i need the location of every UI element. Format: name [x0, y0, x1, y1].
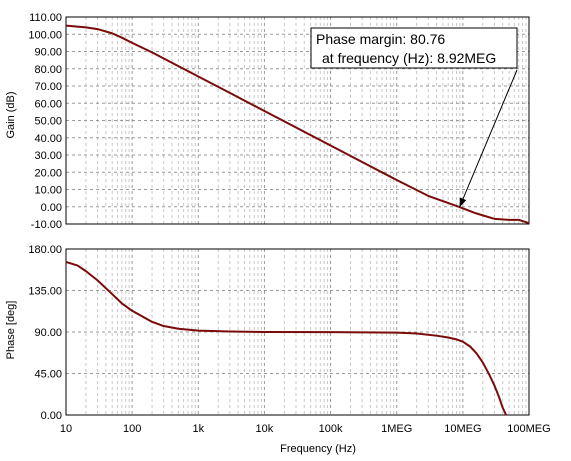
phase-y-tick-label: 0.00: [41, 410, 62, 422]
phase-plot-frame: [65, 248, 530, 416]
gain-series-line: [65, 24, 530, 225]
gain-y-tick-label: 50.00: [34, 116, 62, 128]
phase-y-tick-label: 90.00: [34, 327, 62, 339]
phase-series-line: [65, 260, 507, 416]
frequency-tick-label: 100MEG: [507, 423, 550, 435]
frequency-tick-label: 10: [60, 423, 72, 435]
frequency-tick-label: 10MEG: [444, 423, 481, 435]
frequency-tick-label: 100k: [319, 423, 343, 435]
gain-y-tick-label: 110.00: [29, 12, 62, 24]
phase-y-tick-label: 180.00: [28, 244, 62, 256]
phase-y-tick-label: 135.00: [28, 286, 62, 298]
gain-y-tick-label: 20.00: [34, 167, 62, 179]
gain-y-tick-label: 70.00: [34, 81, 62, 93]
frequency-tick-label: 10k: [256, 423, 274, 435]
gain-axis-label: Gain (dB): [5, 91, 17, 138]
gain-y-tick-label: 90.00: [34, 47, 62, 59]
phase-axis-label: Phase [deg]: [5, 301, 17, 360]
gain-y-tick-label: 30.00: [34, 150, 62, 162]
frequency-tick-label: 1k: [192, 423, 204, 435]
annotation-line-frequency: at frequency (Hz): 8.92MEG: [322, 50, 496, 66]
annotation-arrow: [459, 69, 518, 208]
annotation-arrowhead: [459, 197, 467, 208]
gain-y-tick-label: 40.00: [34, 133, 62, 145]
gain-plot-frame: [65, 16, 530, 225]
gain-y-tick-label: 0.00: [41, 202, 62, 214]
gain-y-tick-label: -10.00: [31, 219, 62, 231]
gain-y-tick-label: 10.00: [34, 185, 62, 197]
annotation-box: [310, 27, 518, 69]
frequency-tick-label: 100: [123, 423, 141, 435]
phase-y-tick-label: 45.00: [34, 369, 62, 381]
phase-margin-annotation: Phase margin: 80.76 at frequency (Hz): 8…: [310, 27, 518, 208]
gain-y-tick-label: 80.00: [34, 64, 62, 76]
annotation-line-phase-margin: Phase margin: 80.76: [316, 31, 445, 47]
frequency-axis-label: Frequency (Hz): [280, 443, 356, 455]
gain-y-tick-label: 100.00: [28, 29, 62, 41]
frequency-tick-label: 1MEG: [381, 423, 412, 435]
gain-y-tick-label: 60.00: [34, 98, 62, 110]
